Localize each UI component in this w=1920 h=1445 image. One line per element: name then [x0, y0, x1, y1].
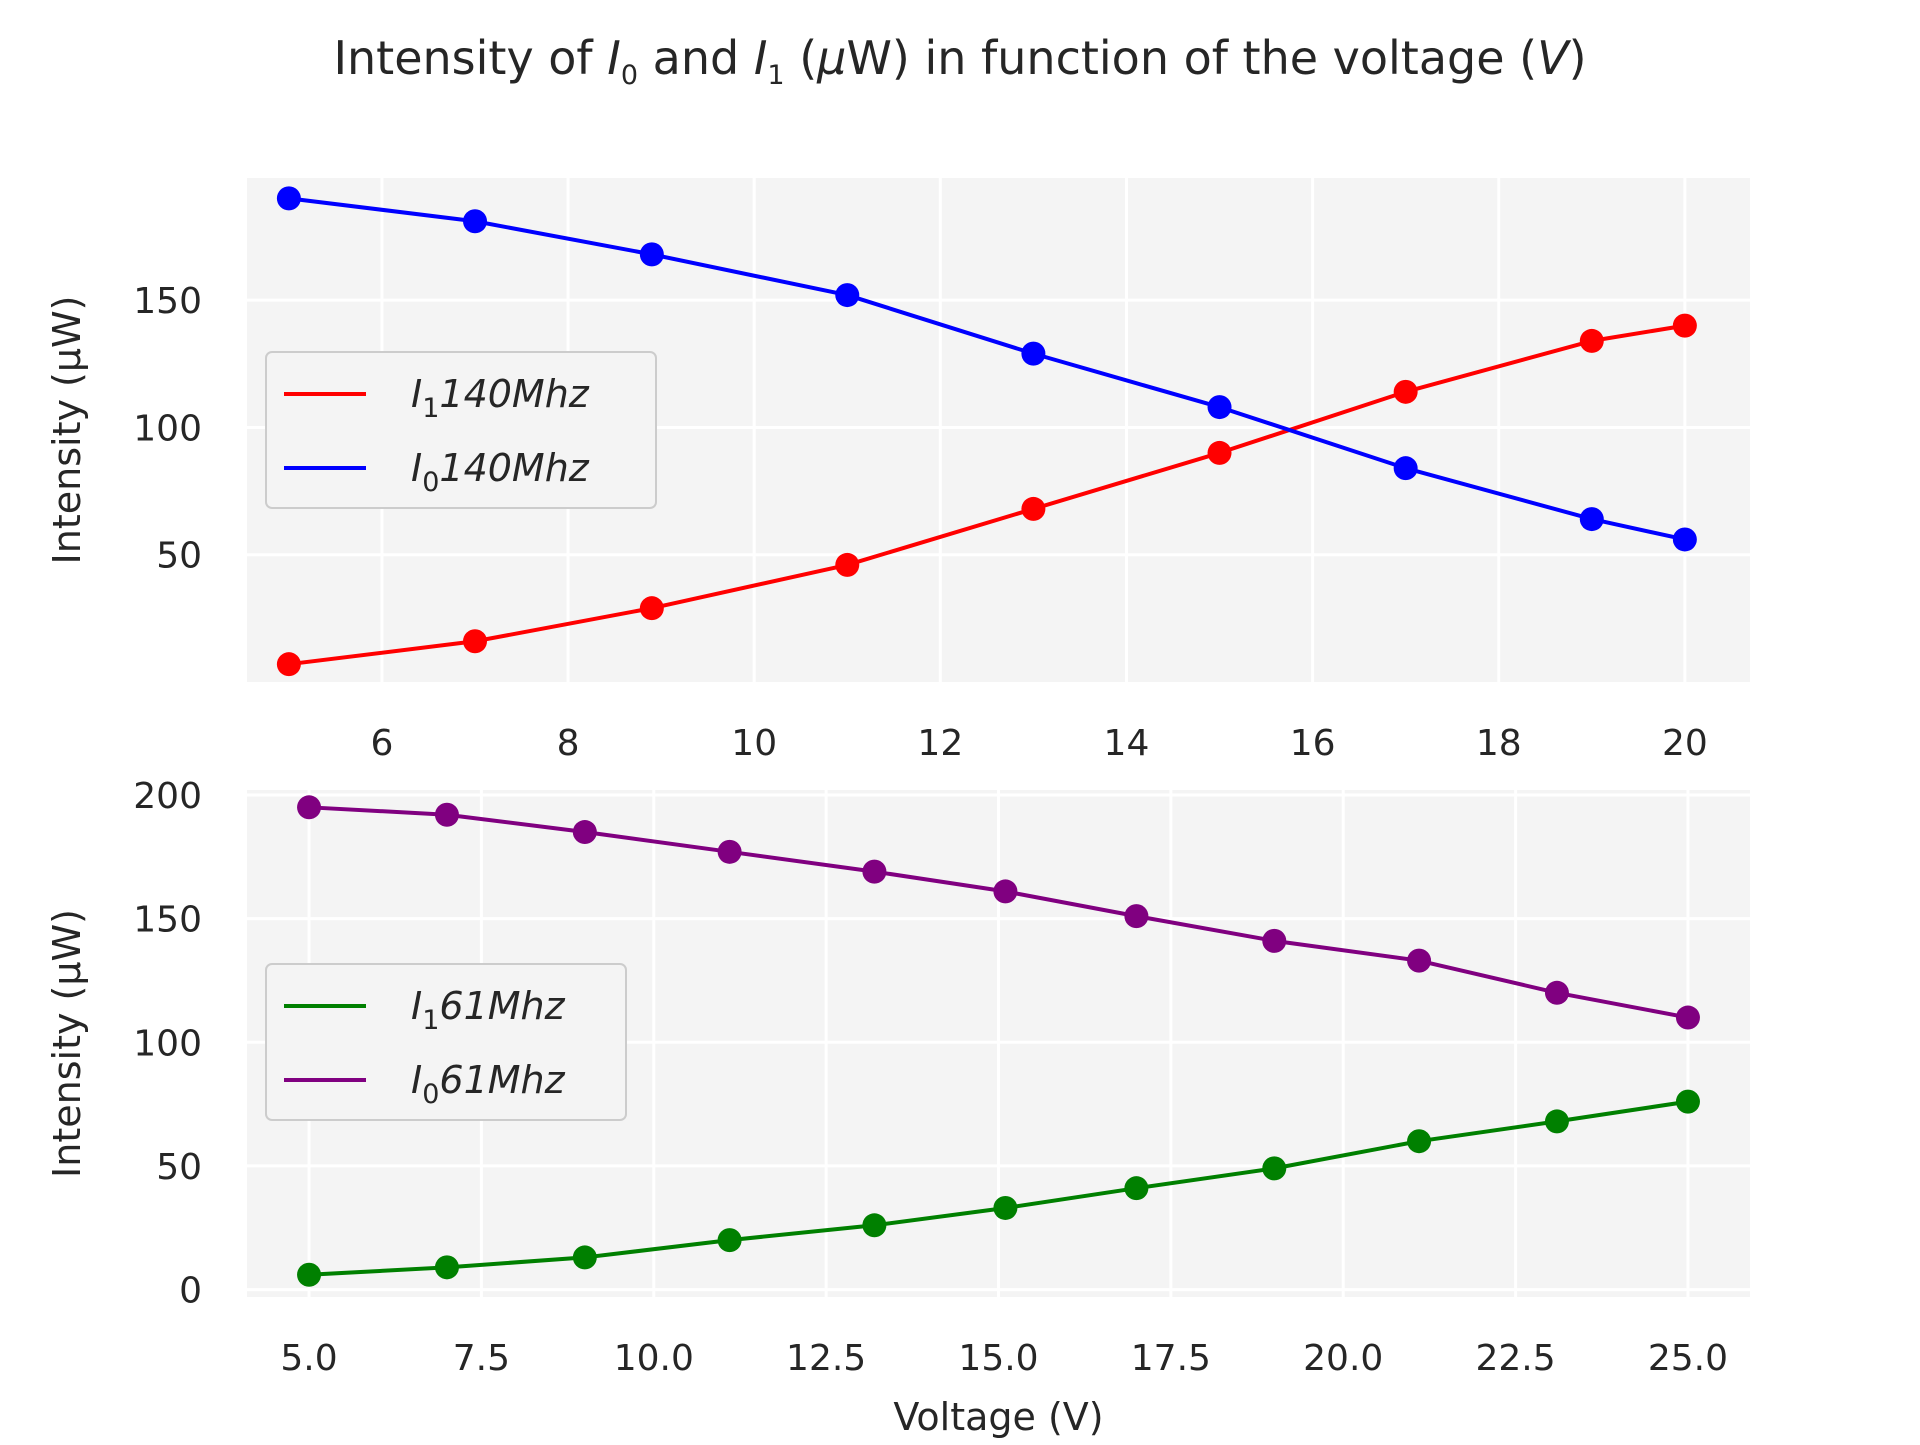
data-point [1207, 440, 1232, 465]
data-point [297, 795, 322, 820]
y-tick-label: 50 [156, 1147, 202, 1188]
top-panel: 6 8 10 12 14 16 18 20 50 100 150 Intensity (μW) I114… [45, 178, 1750, 764]
x-tick-label: 25.0 [1648, 1338, 1728, 1379]
data-point [1407, 1129, 1432, 1154]
y-axis-label: Intensity (μW) [45, 296, 89, 565]
data-point [1393, 456, 1418, 481]
y-tick-label: 150 [133, 900, 202, 941]
x-tick-label: 18 [1476, 723, 1522, 764]
x-tick-label: 8 [557, 723, 580, 764]
y-tick-label: 50 [156, 536, 202, 577]
x-tick-label: 6 [370, 723, 393, 764]
data-point [463, 209, 488, 234]
data-point [1407, 948, 1432, 973]
series-0 [297, 1089, 1700, 1287]
legend: I161Mhz I061Mhz [265, 963, 627, 1121]
x-tick-label: 20.0 [1303, 1338, 1383, 1379]
series-1 [276, 186, 1697, 552]
data-point [434, 1255, 459, 1280]
x-tick-label: 16 [1290, 723, 1336, 764]
data-point [862, 1213, 887, 1238]
y-tick-label: 100 [133, 408, 202, 449]
legend-label: I0140Mhz [411, 446, 590, 498]
data-point [639, 596, 664, 621]
grid-lines [247, 178, 1750, 682]
data-point [835, 283, 860, 308]
data-point [297, 1262, 322, 1287]
x-axis-label: Voltage (V) [893, 1395, 1103, 1439]
data-point [463, 629, 488, 654]
y-axis-label: Intensity (μW) [45, 909, 89, 1178]
data-point [434, 802, 459, 827]
legend-label: I1140Mhz [411, 372, 590, 424]
x-tick-label: 10 [731, 723, 777, 764]
data-point [993, 1195, 1018, 1220]
series-0 [276, 313, 1697, 677]
data-point [1672, 527, 1697, 552]
data-point [1544, 1109, 1569, 1134]
data-point [1579, 328, 1604, 353]
grid-lines [247, 790, 1750, 1297]
data-point [835, 552, 860, 577]
data-point [1021, 496, 1046, 521]
y-tick-label: 150 [133, 281, 202, 322]
data-point [1672, 313, 1697, 338]
data-point [639, 242, 664, 267]
x-tick-label: 15.0 [958, 1338, 1038, 1379]
y-tick-label: 200 [133, 776, 202, 817]
y-tick-label: 0 [179, 1271, 202, 1312]
data-point [1262, 928, 1287, 953]
data-point [1262, 1156, 1287, 1181]
data-point [1207, 395, 1232, 420]
data-point [1579, 507, 1604, 532]
x-tick-label: 7.5 [453, 1338, 510, 1379]
data-point [1675, 1005, 1700, 1030]
bottom-panel: 5.0 7.5 10.0 12.5 15.0 17.5 20.0 22.5 25.0 0 50 100… [45, 776, 1750, 1439]
x-tick-label: 22.5 [1476, 1338, 1556, 1379]
data-point [572, 820, 597, 845]
x-tick-label: 12 [917, 723, 963, 764]
data-point [1393, 379, 1418, 404]
data-point [276, 652, 301, 677]
chart-title: Intensity of I0 and I1 (μW) in function … [333, 31, 1586, 91]
x-tick-label: 5.0 [280, 1338, 337, 1379]
legend-label: I061Mhz [411, 1058, 566, 1110]
data-point [572, 1245, 597, 1270]
data-point [1124, 904, 1149, 929]
data-point [276, 186, 301, 211]
series-1 [297, 795, 1700, 1030]
legend-label: I161Mhz [411, 984, 566, 1036]
data-point [717, 839, 742, 864]
data-point [862, 859, 887, 884]
data-point [1544, 980, 1569, 1005]
data-point [1124, 1176, 1149, 1201]
legend: I1140Mhz I0140Mhz [265, 351, 657, 509]
x-tick-label: 14 [1104, 723, 1150, 764]
x-tick-label: 17.5 [1131, 1338, 1211, 1379]
x-tick-label: 20 [1662, 723, 1708, 764]
y-tick-label: 100 [133, 1023, 202, 1064]
x-tick-label: 10.0 [614, 1338, 694, 1379]
x-tick-label: 12.5 [786, 1338, 866, 1379]
data-point [993, 879, 1018, 904]
data-point [717, 1228, 742, 1253]
data-point [1675, 1089, 1700, 1114]
data-point [1021, 341, 1046, 366]
